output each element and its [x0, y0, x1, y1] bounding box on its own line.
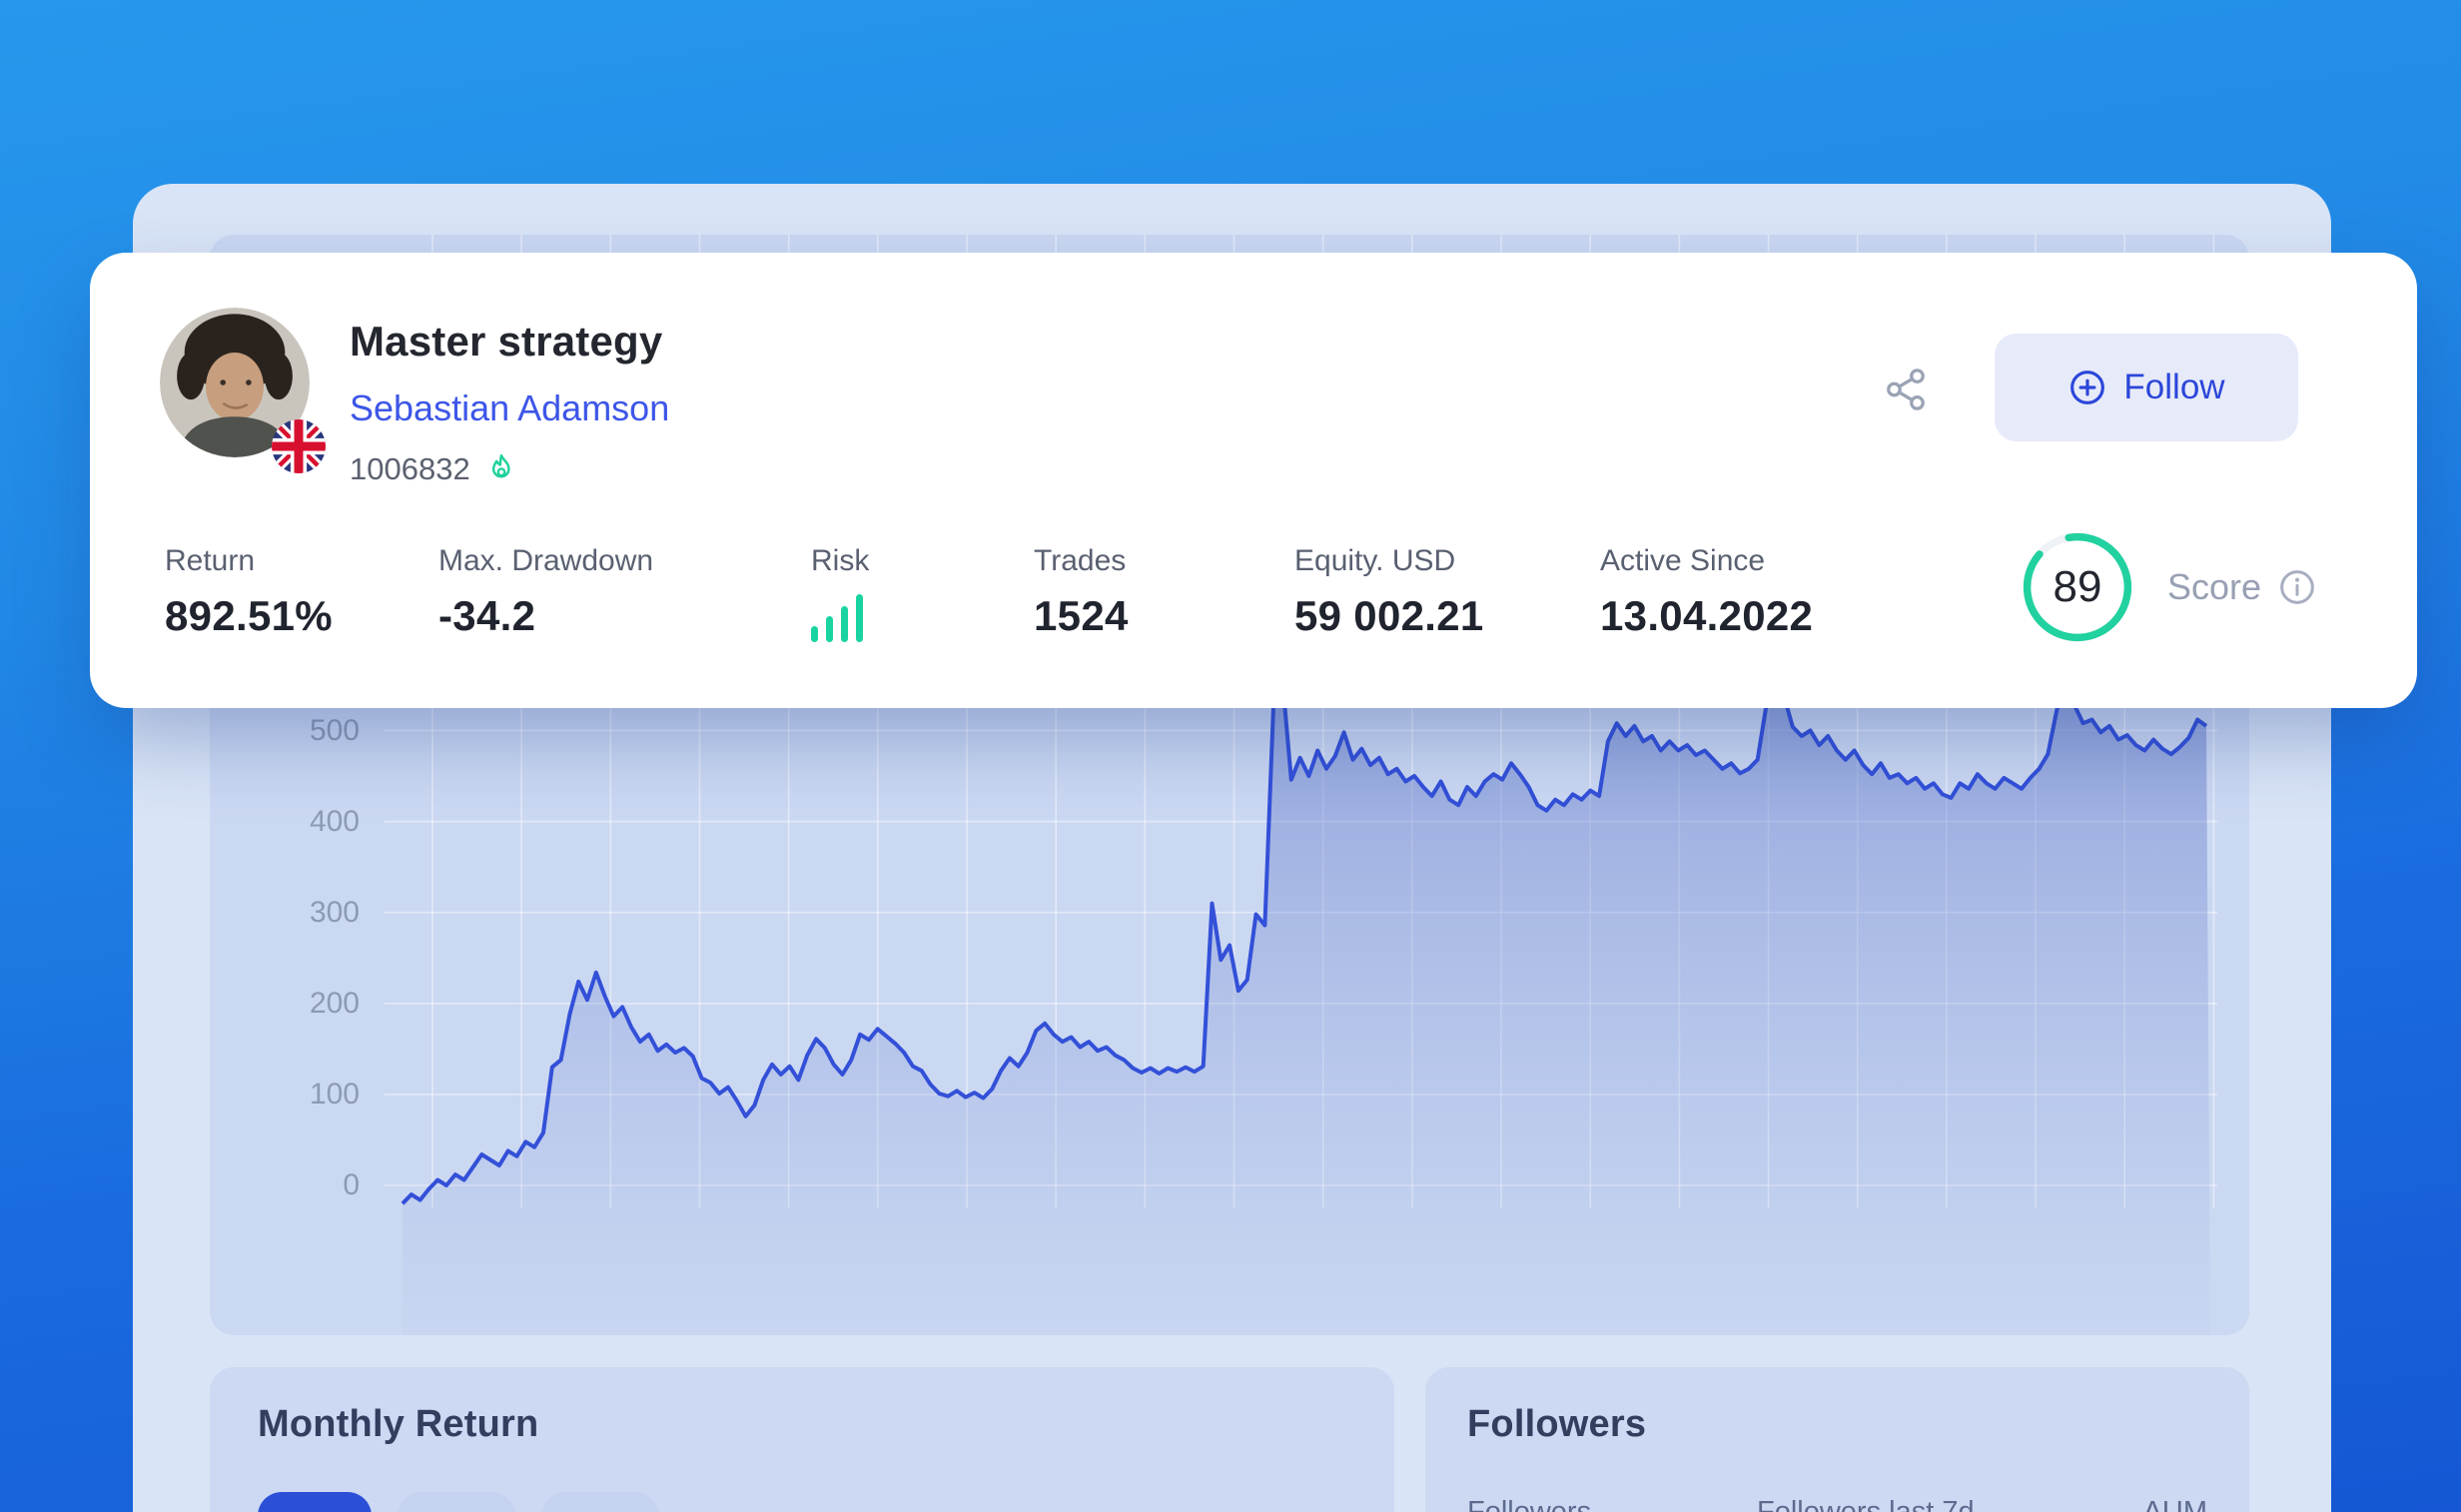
avatar-image: [160, 308, 310, 457]
stat-label: Active Since: [1600, 544, 1766, 577]
strategy-title: Master strategy: [350, 318, 663, 365]
score-ring: [2023, 532, 2132, 642]
share-button[interactable]: [1876, 360, 1936, 419]
info-icon: [2280, 570, 2314, 604]
period-pill-group: [258, 1492, 659, 1512]
stat-return: Return 892.51%: [165, 544, 333, 640]
owner-name-link[interactable]: Sebastian Adamson: [350, 387, 670, 428]
stat-active-since: Active Since 13.04.2022: [1600, 544, 1813, 640]
account-id: 1006832: [350, 451, 470, 486]
period-pill[interactable]: [541, 1492, 659, 1512]
stat-label: Trades: [1034, 544, 1127, 577]
stat-risk: Risk: [811, 544, 869, 642]
score-label: Score: [2167, 566, 2262, 607]
y-tick-label: 300: [309, 895, 360, 929]
followers-panel: Followers Followers Followers last 7d AU…: [1425, 1367, 2249, 1512]
y-tick-label: 100: [309, 1077, 360, 1111]
period-pill[interactable]: [398, 1492, 515, 1512]
share-icon: [1887, 369, 1925, 410]
y-tick-label: 400: [309, 804, 360, 838]
score-info-button[interactable]: [2277, 567, 2317, 607]
risk-bars-icon: [811, 590, 869, 642]
avatar: [160, 308, 326, 473]
followers-heading: Followers: [1467, 1403, 1647, 1445]
uk-flag-icon: [272, 419, 326, 473]
monthly-return-panel: Monthly Return: [210, 1367, 1394, 1512]
followers-last7d-column-label: Followers last 7d: [1757, 1496, 1975, 1512]
monthly-return-heading: Monthly Return: [258, 1403, 539, 1445]
followers-table-header: Followers Followers last 7d AUM: [1467, 1496, 2207, 1512]
y-tick-label: 500: [309, 713, 360, 747]
aum-column-label: AUM: [2142, 1496, 2207, 1512]
plus-circle-icon: [2070, 371, 2105, 404]
stat-value: 1524: [1034, 592, 1129, 639]
y-tick-label: 200: [309, 986, 360, 1020]
stat-value: 892.51%: [165, 592, 333, 639]
stat-label: Equity. USD: [1294, 544, 1456, 577]
stat-max-drawdown: Max. Drawdown -34.2: [438, 544, 653, 640]
strategy-header: Master strategy Sebastian Adamson 100683…: [350, 318, 669, 487]
period-pill-active[interactable]: [258, 1492, 372, 1512]
stat-value: 13.04.2022: [1600, 592, 1814, 639]
follow-button-label: Follow: [2123, 368, 2225, 406]
stat-label: Max. Drawdown: [438, 544, 654, 577]
follow-button[interactable]: Follow: [1995, 334, 2298, 441]
hot-streak-flame-icon: [491, 453, 510, 478]
y-tick-label: 0: [343, 1168, 360, 1201]
strategy-summary-card: [90, 253, 2417, 708]
followers-column-label: Followers: [1467, 1496, 1592, 1512]
account-id-row: 1006832: [350, 451, 669, 487]
stat-label: Return: [165, 544, 256, 577]
stat-trades: Trades 1524: [1034, 544, 1129, 640]
score-value: 89: [2052, 562, 2102, 611]
stat-equity: Equity. USD 59 002.21: [1294, 544, 1484, 640]
score-widget: 89 Score: [2022, 531, 2317, 643]
stat-label: Risk: [811, 544, 870, 577]
stat-value: 59 002.21: [1294, 592, 1484, 639]
stat-value: -34.2: [438, 592, 536, 639]
